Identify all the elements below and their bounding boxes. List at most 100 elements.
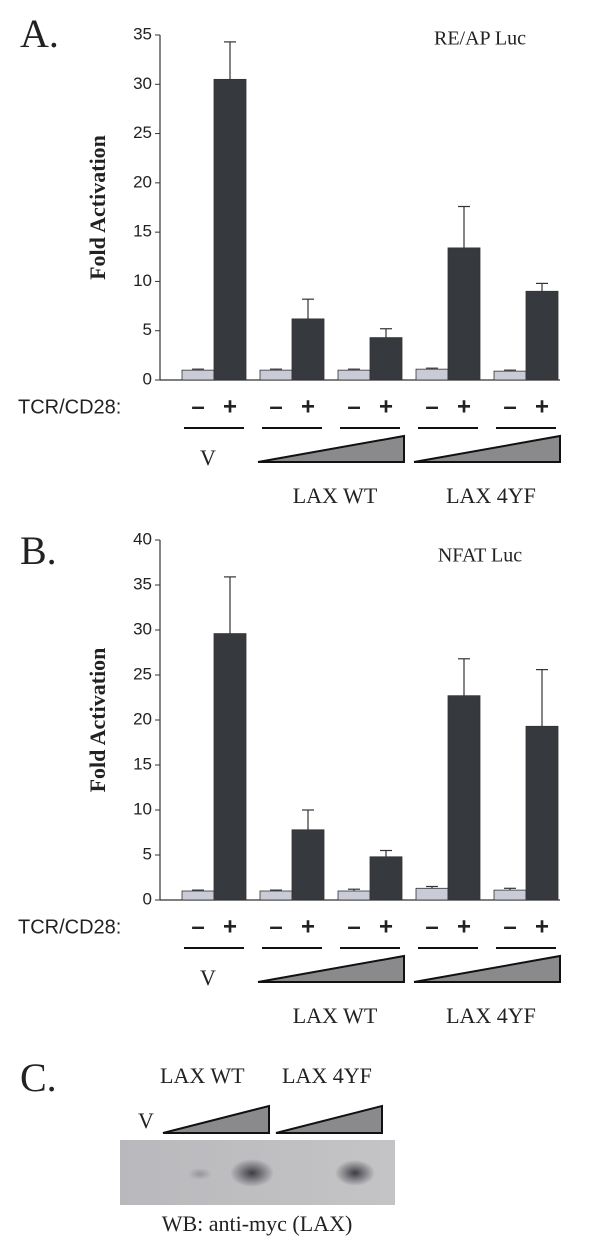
error-bar [302,298,314,319]
y-tick-label: 25 [133,664,152,683]
treatment-sign: – [425,393,438,420]
y-tick-label: 35 [133,24,152,43]
treatment-sign: + [223,393,237,420]
treatment-sign: + [535,393,549,420]
bar [493,889,527,901]
error-bar [192,368,204,371]
bar [213,633,247,901]
y-tick-label: 35 [133,574,152,593]
error-bar [504,887,516,891]
treatment-sign: – [347,913,360,940]
bar [259,890,293,901]
error-bar [270,368,282,371]
treatment-sign: – [191,913,204,940]
treatment-sign: + [301,393,315,420]
y-tick-label: 15 [133,222,152,241]
error-bar [224,576,236,634]
error-bar [458,205,470,248]
error-bar [380,849,392,857]
treatment-sign: + [301,913,315,940]
error-bar [302,809,314,830]
subtitle: NFAT Luc [438,545,522,567]
bar [181,890,215,901]
bar [181,369,215,381]
wedge [257,954,405,983]
blot-band [230,1159,274,1187]
wedge [413,954,561,983]
treatment-sign: – [269,393,282,420]
y-axis-label: Fold Activation [85,648,110,793]
lane-label: V [138,1108,154,1133]
error-bar [380,328,392,338]
error-bar [536,282,548,292]
group-label: LAX 4YF [282,1063,372,1088]
y-tick-label: 30 [133,619,152,638]
bar [337,890,371,901]
treatment-sign: – [503,913,516,940]
panel-label: B. [20,528,57,573]
y-tick-label: 15 [133,754,152,773]
treatment-sign: – [425,913,438,940]
bar [525,290,559,381]
error-bar [192,889,204,891]
error-bar [458,658,470,696]
treatment-label: TCR/CD28: [18,396,121,418]
y-tick-label: 30 [133,74,152,93]
y-tick-label: 40 [133,529,152,548]
error-bar [348,368,360,371]
group-label: LAX WT [293,1003,378,1028]
error-bar [348,888,360,891]
treatment-sign: + [379,393,393,420]
bar [337,369,371,381]
treatment-sign: – [269,913,282,940]
error-bar [504,369,516,372]
blot-band [335,1160,375,1186]
bar [447,247,481,381]
treatment-sign: + [379,913,393,940]
y-tick-label: 25 [133,123,152,142]
treatment-sign: + [457,913,471,940]
y-axis-label: Fold Activation [85,135,110,280]
wedge [275,1104,383,1134]
y-tick-label: 10 [133,271,152,290]
wedge [162,1104,270,1134]
caption: WB: anti-myc (LAX) [162,1211,353,1236]
y-tick-label: 5 [143,320,152,339]
subtitle: RE/AP Luc [434,28,526,50]
treatment-sign: – [347,393,360,420]
wedge [413,434,561,463]
treatment-sign: – [503,393,516,420]
y-tick-label: 0 [143,889,152,908]
treatment-sign: + [535,913,549,940]
error-bar [270,889,282,891]
y-tick-label: 10 [133,799,152,818]
bar [259,369,293,381]
treatment-sign: + [457,393,471,420]
panel-label: C. [20,1055,57,1100]
blot-band [188,1168,212,1180]
group-label: LAX 4YF [446,483,536,508]
error-bar [224,41,236,80]
bar [525,725,559,901]
x-tick-label: V [200,965,216,990]
group-label: LAX WT [160,1063,245,1088]
bar [213,78,247,381]
y-tick-label: 20 [133,172,152,191]
bar [447,695,481,901]
y-tick-label: 5 [143,844,152,863]
y-tick-label: 0 [143,369,152,388]
bar [291,318,325,381]
bar [369,337,403,381]
panel-label: A. [20,11,59,56]
x-tick-label: V [200,445,216,470]
group-label: LAX 4YF [446,1003,536,1028]
error-bar [426,885,438,889]
bar [291,829,325,901]
bar [415,368,449,381]
treatment-label: TCR/CD28: [18,916,121,938]
treatment-sign: + [223,913,237,940]
bar [493,370,527,381]
y-tick-label: 20 [133,709,152,728]
bar [369,856,403,901]
